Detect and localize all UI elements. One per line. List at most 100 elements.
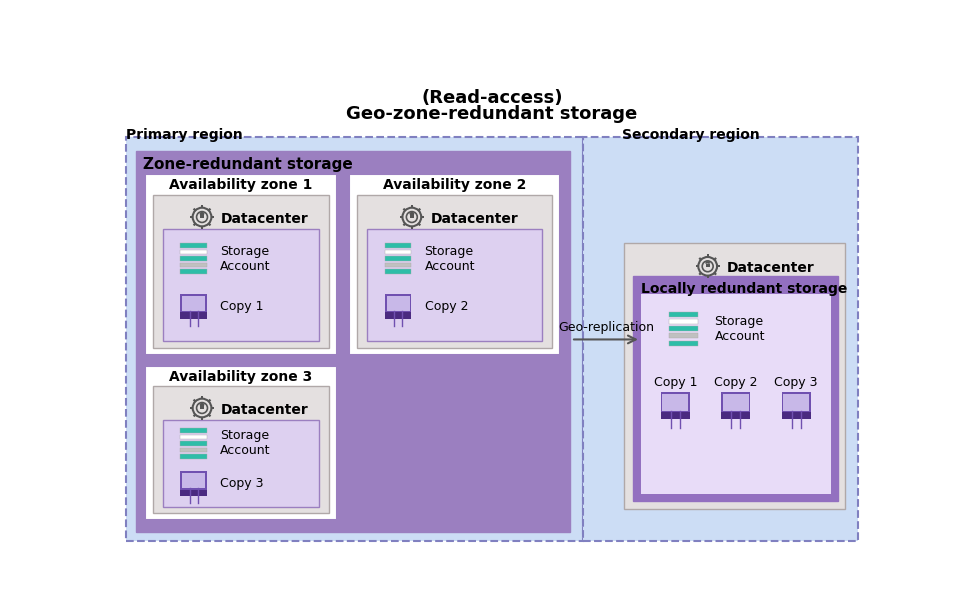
Text: Copy 1: Copy 1 bbox=[654, 376, 697, 389]
Bar bbox=[180, 490, 206, 496]
Text: Storage
Account: Storage Account bbox=[424, 245, 475, 272]
Bar bbox=[180, 435, 206, 439]
Bar bbox=[180, 471, 206, 490]
Polygon shape bbox=[699, 257, 702, 261]
Polygon shape bbox=[211, 407, 214, 409]
FancyBboxPatch shape bbox=[126, 137, 584, 541]
Text: Storage
Account: Storage Account bbox=[220, 429, 271, 458]
Bar bbox=[660, 413, 690, 419]
Polygon shape bbox=[207, 399, 211, 403]
Bar bbox=[721, 392, 750, 413]
Text: Availability zone 1: Availability zone 1 bbox=[169, 178, 313, 192]
Polygon shape bbox=[190, 216, 193, 218]
Bar bbox=[200, 215, 204, 218]
Text: Copy 3: Copy 3 bbox=[220, 477, 263, 490]
Polygon shape bbox=[402, 208, 406, 212]
Text: Geo-replication: Geo-replication bbox=[558, 322, 654, 335]
Bar bbox=[182, 296, 205, 311]
Bar bbox=[781, 392, 810, 413]
Text: Geo-zone-redundant storage: Geo-zone-redundant storage bbox=[347, 105, 637, 122]
Bar bbox=[669, 341, 698, 346]
FancyBboxPatch shape bbox=[162, 229, 319, 341]
Text: Datacenter: Datacenter bbox=[430, 212, 518, 226]
Text: Storage
Account: Storage Account bbox=[220, 245, 271, 272]
Text: Datacenter: Datacenter bbox=[727, 261, 814, 275]
Bar bbox=[180, 441, 206, 446]
Bar bbox=[385, 312, 412, 319]
Polygon shape bbox=[201, 417, 204, 420]
Bar bbox=[669, 319, 698, 324]
Bar bbox=[669, 333, 698, 338]
Bar bbox=[385, 250, 412, 255]
Bar bbox=[660, 392, 690, 413]
Bar bbox=[781, 413, 810, 419]
FancyBboxPatch shape bbox=[162, 420, 319, 507]
Polygon shape bbox=[418, 208, 421, 212]
Polygon shape bbox=[201, 205, 204, 208]
FancyBboxPatch shape bbox=[368, 229, 542, 341]
Text: Locally redundant storage: Locally redundant storage bbox=[641, 282, 847, 296]
Polygon shape bbox=[713, 257, 717, 261]
Polygon shape bbox=[207, 413, 211, 417]
Bar bbox=[180, 256, 206, 261]
FancyBboxPatch shape bbox=[349, 174, 561, 355]
FancyBboxPatch shape bbox=[633, 276, 838, 501]
Bar bbox=[180, 250, 206, 255]
Bar bbox=[387, 296, 410, 311]
Bar bbox=[385, 294, 412, 312]
FancyBboxPatch shape bbox=[153, 196, 329, 348]
Polygon shape bbox=[716, 265, 720, 268]
Bar bbox=[385, 256, 412, 261]
Bar bbox=[180, 243, 206, 248]
Polygon shape bbox=[418, 223, 421, 226]
Polygon shape bbox=[211, 216, 214, 218]
Polygon shape bbox=[207, 223, 211, 226]
Bar bbox=[410, 215, 414, 218]
FancyBboxPatch shape bbox=[145, 174, 337, 355]
FancyBboxPatch shape bbox=[145, 367, 337, 520]
Bar bbox=[200, 405, 204, 409]
Polygon shape bbox=[707, 255, 708, 258]
Text: Primary region: Primary region bbox=[126, 128, 243, 141]
Bar bbox=[669, 312, 698, 317]
Polygon shape bbox=[207, 208, 211, 212]
Bar bbox=[783, 394, 809, 411]
Bar bbox=[180, 454, 206, 459]
Polygon shape bbox=[420, 216, 423, 218]
Text: Copy 1: Copy 1 bbox=[220, 300, 263, 313]
Text: Storage
Account: Storage Account bbox=[714, 315, 765, 343]
Bar bbox=[669, 326, 698, 331]
Polygon shape bbox=[193, 399, 197, 403]
Polygon shape bbox=[411, 205, 413, 208]
Polygon shape bbox=[713, 272, 717, 276]
FancyBboxPatch shape bbox=[357, 196, 552, 348]
FancyBboxPatch shape bbox=[135, 151, 569, 532]
Text: Zone-redundant storage: Zone-redundant storage bbox=[143, 157, 353, 172]
Polygon shape bbox=[696, 265, 699, 268]
Polygon shape bbox=[402, 223, 406, 226]
Text: Availability zone 3: Availability zone 3 bbox=[169, 370, 313, 384]
Bar bbox=[662, 394, 688, 411]
FancyBboxPatch shape bbox=[624, 243, 845, 509]
Polygon shape bbox=[201, 226, 204, 229]
Bar bbox=[180, 263, 206, 268]
FancyBboxPatch shape bbox=[584, 137, 858, 541]
Bar bbox=[180, 294, 206, 312]
Polygon shape bbox=[400, 216, 403, 218]
Bar bbox=[180, 312, 206, 319]
Polygon shape bbox=[707, 275, 708, 278]
Bar bbox=[180, 428, 206, 432]
Text: (Read-access): (Read-access) bbox=[421, 89, 563, 107]
Polygon shape bbox=[190, 407, 193, 409]
Bar bbox=[182, 473, 205, 488]
Text: Datacenter: Datacenter bbox=[221, 212, 308, 226]
Text: Datacenter: Datacenter bbox=[221, 403, 308, 416]
Text: Copy 2: Copy 2 bbox=[424, 300, 468, 313]
Text: Copy 2: Copy 2 bbox=[714, 376, 757, 389]
Polygon shape bbox=[193, 413, 197, 417]
Polygon shape bbox=[411, 226, 413, 229]
Bar bbox=[180, 269, 206, 274]
Polygon shape bbox=[201, 396, 204, 399]
Bar bbox=[385, 263, 412, 268]
FancyBboxPatch shape bbox=[641, 294, 830, 494]
